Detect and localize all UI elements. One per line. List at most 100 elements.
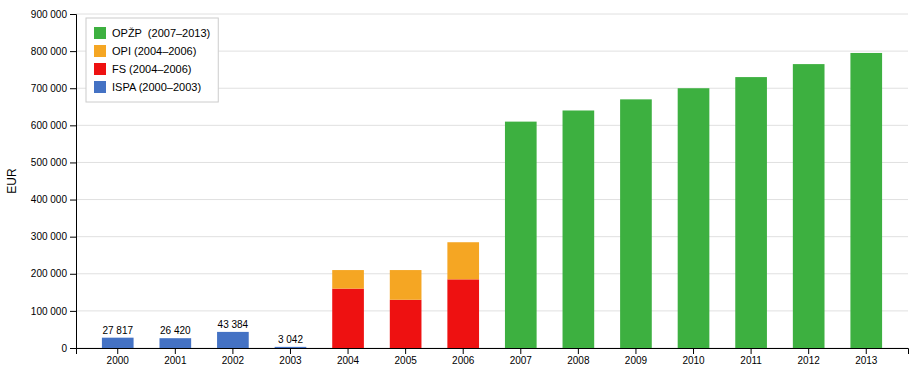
legend-item: ISPA (2000–2003) xyxy=(94,81,201,93)
legend-swatch xyxy=(94,45,106,57)
tick: 200 000 xyxy=(31,268,76,279)
bar xyxy=(217,331,249,332)
bar xyxy=(332,270,364,271)
tick-label: 100 000 xyxy=(31,306,68,317)
tick-label: 2001 xyxy=(164,355,187,366)
bar xyxy=(275,346,307,347)
tick-label: 2002 xyxy=(222,355,245,366)
tick: 500 000 xyxy=(31,157,76,168)
legend-item: OPI (2004–2006) xyxy=(94,45,196,57)
tick-label: 2005 xyxy=(395,355,418,366)
tick: 2008 xyxy=(567,348,590,366)
legend-item: FS (2004–2006) xyxy=(94,63,192,75)
tick-mark xyxy=(751,348,752,354)
data-label: 43 384 xyxy=(218,319,249,330)
tick-mark xyxy=(693,348,694,354)
legend: OPŽP (2007–2013) OPI (2004–2006) FS (2004–… xyxy=(86,18,218,102)
tick: 2013 xyxy=(855,348,878,366)
bar xyxy=(678,88,710,348)
bar xyxy=(217,331,249,332)
bars xyxy=(102,53,882,348)
tick: 800 000 xyxy=(31,46,76,57)
axis-title: EUR xyxy=(5,168,19,194)
tick-mark xyxy=(808,348,809,354)
data-label: 27 817 xyxy=(102,325,133,336)
bar xyxy=(505,122,537,348)
tick-label: 900 000 xyxy=(31,9,68,20)
tick-mark xyxy=(70,51,76,52)
tick-mark xyxy=(290,348,291,354)
bar xyxy=(793,64,825,348)
tick: 2007 xyxy=(510,348,533,366)
tick: 2004 xyxy=(337,348,360,366)
tick: 2001 xyxy=(164,348,187,366)
legend-label: OPŽP (2007–2013) xyxy=(112,27,210,39)
tick-mark xyxy=(232,348,233,354)
tick: 900 000 xyxy=(31,9,76,20)
tick-label: 400 000 xyxy=(31,194,68,205)
bar xyxy=(563,110,595,348)
bar xyxy=(102,337,134,338)
tick-mark xyxy=(520,348,521,354)
bar xyxy=(217,331,249,332)
grid xyxy=(76,14,908,348)
bar xyxy=(159,338,191,339)
tick: 2003 xyxy=(279,348,302,366)
tick: 2009 xyxy=(625,348,648,366)
tick-label: 200 000 xyxy=(31,268,68,279)
tick-mark xyxy=(70,274,76,275)
tick-mark xyxy=(70,14,76,15)
tick-mark xyxy=(866,348,867,354)
tick-label: 2012 xyxy=(798,355,821,366)
tick-mark xyxy=(405,348,406,354)
legend-swatch xyxy=(94,63,106,75)
axis-line xyxy=(70,15,77,349)
tick-mark xyxy=(70,125,76,126)
grid-line xyxy=(76,236,908,237)
tick-mark xyxy=(463,348,464,354)
bar xyxy=(275,347,307,348)
tick: 2012 xyxy=(798,348,821,366)
bar xyxy=(159,338,191,339)
grid-line xyxy=(76,199,908,200)
bar xyxy=(850,53,882,348)
x-axis: 2000 2001 2002 2003 2004 2005 2006 2007 2008 2009… xyxy=(77,348,909,366)
bar xyxy=(447,242,479,243)
tick: 2006 xyxy=(452,348,475,366)
data-labels: 27 81726 42043 3843 042 xyxy=(102,319,303,345)
tick-label: 2006 xyxy=(452,355,475,366)
legend-swatch xyxy=(94,81,106,93)
grid-line xyxy=(76,310,908,311)
bar xyxy=(159,338,191,348)
legend-label: ISPA (2000–2003) xyxy=(112,81,201,93)
bar xyxy=(332,289,364,348)
grid-line xyxy=(76,162,908,163)
tick-label: 2009 xyxy=(625,355,648,366)
chart: 27 81726 42043 3843 042 0 100 000 200 000 30… xyxy=(0,0,922,378)
grid-line xyxy=(76,14,908,15)
tick-label: 2011 xyxy=(740,355,762,366)
tick-label: 2013 xyxy=(855,355,878,366)
tick-label: 2000 xyxy=(107,355,130,366)
tick-label: 700 000 xyxy=(31,83,68,94)
legend-label: FS (2004–2006) xyxy=(112,63,192,75)
bar xyxy=(217,332,249,348)
tick: 700 000 xyxy=(31,83,76,94)
tick-label: 800 000 xyxy=(31,46,68,57)
tick: 300 000 xyxy=(31,231,76,242)
tick-label: 2007 xyxy=(510,355,533,366)
tick-mark xyxy=(348,348,349,354)
bar xyxy=(390,270,422,271)
bar xyxy=(275,346,307,347)
legend-swatch xyxy=(94,27,106,39)
tick-label: 2008 xyxy=(567,355,590,366)
tick: 2011 xyxy=(740,348,762,366)
tick: 2005 xyxy=(395,348,418,366)
bar xyxy=(102,337,134,338)
tick: 0 xyxy=(61,343,76,354)
tick-mark xyxy=(70,237,76,238)
tick-mark xyxy=(70,162,76,163)
bar xyxy=(102,337,134,338)
grid-line xyxy=(76,273,908,274)
bar xyxy=(447,242,479,279)
